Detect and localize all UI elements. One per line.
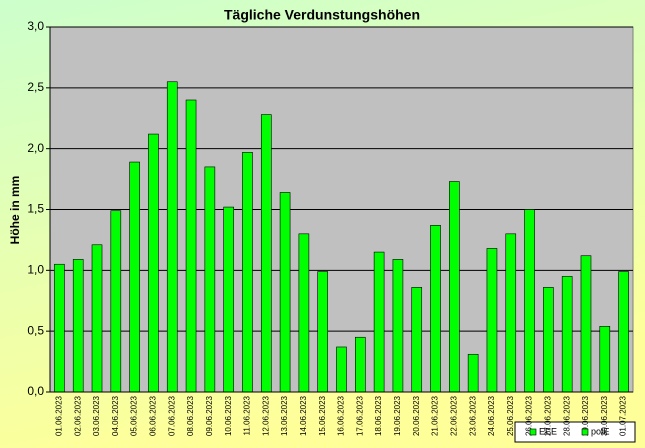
x-tick-label: 11.06.2023 (243, 395, 252, 435)
y-tick-label: 2,0 (27, 141, 44, 155)
x-tick-label: 14.06.2023 (299, 395, 308, 436)
x-tick-label: 15.06.2023 (318, 395, 327, 436)
bar (467, 353, 479, 393)
legend-swatch (529, 428, 537, 436)
x-tick-label: 25.06.2023 (506, 395, 515, 436)
x-tick-label: 17.06.2023 (355, 395, 364, 436)
bar (148, 133, 159, 393)
bar (110, 210, 122, 393)
bar (336, 346, 347, 393)
bar (430, 225, 441, 393)
x-tick-label: 22.06.2023 (449, 395, 458, 436)
bar (129, 161, 140, 393)
x-tick-label: 18.06.2023 (374, 395, 383, 436)
bar (242, 152, 253, 393)
x-tick-label: 19.06.2023 (393, 395, 402, 436)
bar (543, 287, 554, 393)
y-axis-label: Höhe in mm (8, 176, 22, 245)
bar (599, 325, 611, 393)
bar (449, 181, 460, 393)
x-tick-label: 13.06.2023 (280, 395, 289, 436)
bar (54, 263, 65, 393)
bar (223, 206, 234, 393)
bar (505, 233, 517, 393)
x-tick-label: 26.06.2023 (525, 395, 534, 436)
bar (204, 166, 216, 393)
bar (166, 81, 178, 393)
x-tick-label: 04.06.2023 (111, 395, 120, 436)
x-tick-label: 24.06.2023 (487, 395, 496, 436)
bar (392, 259, 404, 393)
x-tick-label: 10.06.2023 (224, 395, 233, 436)
x-tick-label: 07.06.2023 (167, 395, 176, 436)
y-tick-label: 3,0 (27, 19, 44, 33)
bar (298, 233, 310, 393)
x-tick-label: 20.06.2023 (412, 395, 421, 436)
y-tick-label: 1,0 (27, 263, 44, 277)
x-tick-label: 30.06.2023 (600, 395, 609, 436)
y-tick-label: 0,0 (27, 384, 44, 398)
x-tick-label: 09.06.2023 (205, 395, 214, 436)
x-tick-label: 08.06.2023 (186, 395, 195, 436)
bar (260, 114, 272, 393)
bar (91, 244, 103, 393)
bar (317, 271, 328, 393)
bar (185, 99, 197, 393)
x-tick-label: 21.06.2023 (431, 395, 440, 436)
x-tick-label: 02.06.2023 (73, 395, 82, 436)
bar (373, 251, 385, 393)
bar (279, 192, 291, 393)
legend-label: potE (591, 426, 610, 436)
x-tick-label: 01.06.2023 (55, 395, 64, 436)
bar (355, 336, 366, 393)
y-tick-label: 0,5 (27, 323, 44, 337)
legend-label: EEE (539, 426, 557, 436)
legend-swatch (581, 428, 589, 436)
bar (72, 259, 84, 393)
x-tick-label: 23.06.2023 (468, 395, 477, 436)
x-tick-label: 05.06.2023 (130, 395, 139, 436)
x-tick-label: 12.06.2023 (261, 395, 270, 436)
x-tick-label: 01.07.2023 (619, 395, 628, 436)
legend (514, 421, 636, 443)
bar (580, 255, 592, 393)
x-tick-label: 27.06.2023 (543, 395, 552, 436)
y-tick-label: 2,5 (27, 80, 44, 94)
bar (411, 287, 423, 393)
x-tick-label: 16.06.2023 (337, 395, 346, 436)
x-tick-label: 29.06.2023 (581, 395, 590, 436)
bar (524, 209, 535, 393)
bar (486, 248, 498, 393)
x-tick-label: 28.06.2023 (562, 395, 571, 436)
bar (561, 276, 573, 393)
x-tick-label: 06.06.2023 (149, 395, 158, 436)
y-tick-label: 1,5 (27, 202, 44, 216)
chart-title: Tägliche Verdunstungshöhen (224, 7, 420, 23)
bar (618, 271, 629, 393)
x-tick-label: 03.06.2023 (92, 395, 101, 436)
